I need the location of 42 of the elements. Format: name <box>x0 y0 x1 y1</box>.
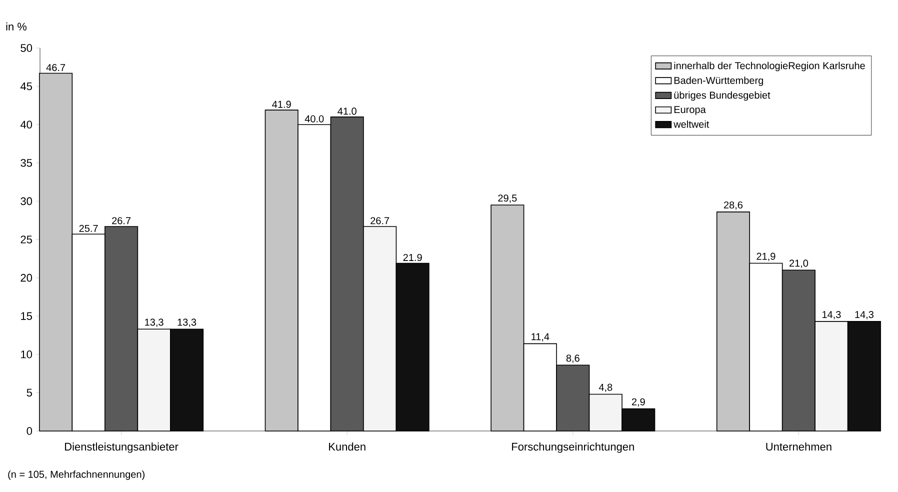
y-tick-label: 50 <box>20 44 32 52</box>
data-label: 40.0 <box>304 115 324 122</box>
y-tick-label: 25 <box>20 236 32 244</box>
y-tick-label: 10 <box>21 350 32 358</box>
x-tick-label: Dienstleistungsanbieter <box>65 442 178 453</box>
data-label: 26.7 <box>370 217 390 224</box>
text: (n = 105, Mehrfachnennungen) <box>8 470 144 480</box>
data-label: 41.9 <box>272 100 291 108</box>
data-label: 14,3 <box>855 310 874 320</box>
data-label: 13,3 <box>145 318 164 327</box>
data-label: 21,0 <box>789 260 808 268</box>
x-tick-label: Forschungseinrichtungen <box>512 442 634 453</box>
y-tick-label: 15 <box>21 312 32 320</box>
data-label: 21,9 <box>756 252 776 262</box>
data-label: 21.9 <box>403 254 422 262</box>
data-label: 28,6 <box>724 201 743 210</box>
data-label: 8,6 <box>566 354 580 363</box>
y-tick-label: 35 <box>20 159 32 167</box>
data-label: 4,8 <box>598 384 612 392</box>
y-tick-label: 20 <box>20 274 32 282</box>
data-label: 26.7 <box>112 217 131 224</box>
legend-label: innerhalb der TechnologieRegion Karlsruhe <box>674 62 865 72</box>
data-label: 13,3 <box>178 318 196 327</box>
legend-label: übriges Bundesgebiet <box>674 91 770 101</box>
data-label: 25.7 <box>79 224 98 232</box>
y-tick-label: 5 <box>26 388 32 397</box>
y-tick-label: 45 <box>20 82 32 90</box>
data-label: 11,4 <box>532 333 550 342</box>
y-tick-label: 30 <box>20 197 32 206</box>
y-tick-label: 40 <box>20 120 32 128</box>
data-label: 14,3 <box>822 310 841 320</box>
data-label: 2,9 <box>632 398 645 407</box>
x-tick-label: Kunden <box>329 442 366 451</box>
y-tick-label: 0 <box>26 427 32 435</box>
data-label: 29,5 <box>498 194 517 203</box>
legend-label: Europa <box>674 106 706 116</box>
data-label: 41.0 <box>338 108 356 115</box>
x-tick-label: Unternehmen <box>766 442 832 451</box>
data-label: 46.7 <box>46 64 66 72</box>
legend-label: Baden-Württemberg <box>674 76 764 86</box>
legend-label: weltweit <box>674 120 710 128</box>
y-axis-title: in % <box>6 22 27 30</box>
